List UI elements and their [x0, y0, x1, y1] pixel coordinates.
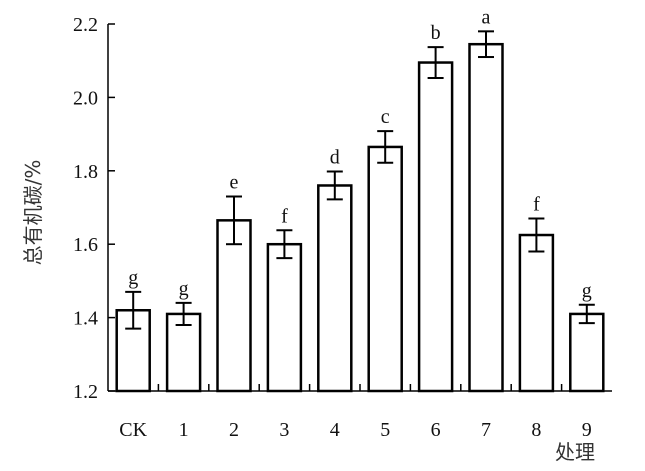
significance-label: g: [179, 278, 189, 300]
error-bar: [226, 195, 242, 246]
significance-label: c: [381, 106, 390, 128]
y-tick-label: 2.2: [73, 14, 98, 36]
y-tick-label: 1.8: [73, 161, 98, 183]
error-bar: [377, 130, 394, 164]
y-axis-title: 总有机碳/%: [21, 160, 45, 266]
bar: [317, 184, 353, 393]
y-tick-label: 1.2: [73, 381, 98, 403]
bar: [216, 219, 252, 393]
error-bar: [427, 46, 444, 79]
x-tick-label: 9: [582, 419, 592, 441]
error-bar: [478, 30, 494, 59]
error-bar: [528, 217, 545, 253]
bar: [518, 233, 555, 393]
y-tick-label: 2.0: [73, 87, 98, 109]
y-tick-label: 1.4: [73, 308, 98, 330]
significance-label: a: [482, 6, 491, 28]
error-bar: [175, 301, 192, 326]
x-tick-label: 8: [531, 419, 541, 441]
x-tick-label: 6: [431, 419, 441, 441]
significance-label: f: [533, 194, 540, 216]
significance-label: g: [128, 267, 138, 289]
significance-label: b: [431, 22, 441, 44]
error-bar: [125, 290, 142, 330]
y-axis-ticks: 1.2 1.4 1.6 1.8 2.0 2.2: [73, 14, 115, 403]
significance-label: d: [330, 147, 340, 169]
bar: [266, 242, 303, 393]
x-axis-title: 处理: [555, 440, 595, 464]
x-tick-label: 5: [380, 419, 390, 441]
significance-labels-group: g g e f d c b a f g: [128, 6, 592, 301]
error-bar: [578, 303, 595, 325]
error-bars-group: [125, 30, 595, 330]
bar: [367, 145, 403, 393]
x-axis-ticks: CK 1 2 3 4 5 6 7 8 9: [119, 384, 592, 441]
x-tick-label: 7: [481, 419, 491, 441]
significance-label: g: [582, 280, 592, 302]
error-bar: [326, 170, 343, 201]
y-tick-label: 1.6: [73, 234, 98, 256]
bar: [569, 312, 605, 393]
x-tick-label: 3: [279, 419, 289, 441]
bar: [468, 42, 504, 393]
significance-label: f: [281, 205, 288, 227]
x-tick-label: 1: [179, 419, 189, 441]
x-tick-label: 2: [229, 419, 239, 441]
bar: [417, 61, 454, 393]
error-bar: [276, 229, 293, 260]
x-tick-label: CK: [119, 419, 147, 441]
significance-label: e: [230, 171, 239, 193]
x-tick-label: 4: [330, 419, 340, 441]
